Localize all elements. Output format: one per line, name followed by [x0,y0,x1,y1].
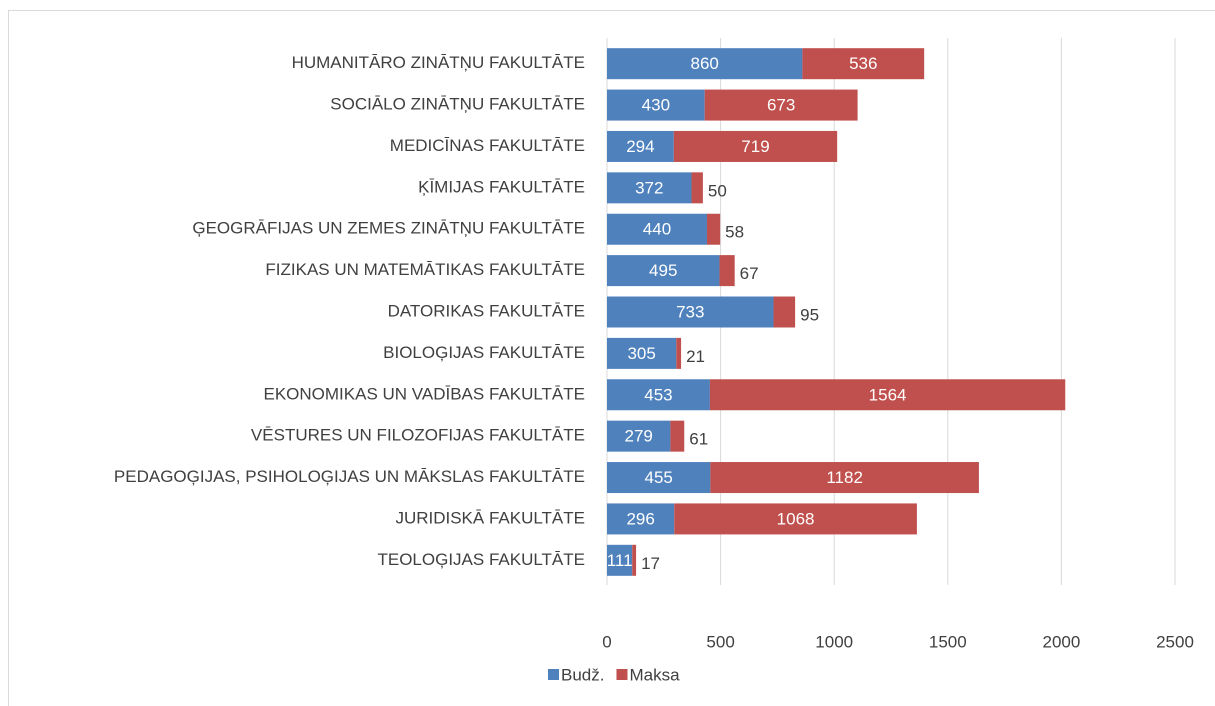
bar-segment [691,172,703,204]
bar-segment [704,89,858,121]
data-label: 95 [800,305,819,324]
data-label: 440 [643,220,671,239]
bar-segment [607,503,675,535]
data-label: 61 [689,430,708,449]
y-tick-label: EKONOMIKAS UN VADĪBAS FAKULTĀTE [264,384,586,403]
data-label: 673 [767,96,795,115]
x-tick-label: 1500 [929,632,967,651]
bar-segment [607,544,633,576]
bar-segment [632,544,637,576]
data-label: 733 [676,302,704,321]
data-label: 17 [641,554,660,573]
bar-segment [607,462,711,494]
bar-segment [607,89,705,121]
data-label: 1182 [826,468,863,487]
y-tick-label: SOCIĀLO ZINĀTŅU FAKULTĀTE [330,95,585,114]
data-label: 50 [708,181,727,200]
bar-segment [709,379,1066,411]
y-tick-label: JURIDISKĀ FAKULTĀTE [395,508,585,527]
bar-segment [607,255,720,287]
data-label: 495 [649,261,677,280]
bar-segment [607,213,707,245]
legend-swatch [616,669,628,680]
data-label: 58 [725,223,744,242]
data-label: 1068 [777,509,815,528]
bar-segment [670,420,685,452]
data-label: 860 [691,54,719,73]
y-tick-label: ĢEOGRĀFIJAS UN ZEMES ZINĀTŅU FAKULTĀTE [192,219,585,238]
data-label: 536 [849,54,877,73]
bar-segment [674,503,917,535]
y-tick-label: HUMANITĀRO ZINĀTŅU FAKULTĀTE [292,53,585,72]
data-label: 279 [625,427,653,446]
data-label: 111 [607,551,633,570]
x-tick-label: 500 [706,632,734,651]
data-label: 21 [686,347,705,366]
bar-segment [607,337,677,369]
bar-segment [773,296,796,328]
data-label: 430 [642,96,670,115]
x-tick-label: 0 [602,632,611,651]
y-tick-label: BIOLOĢIJAS FAKULTĀTE [383,343,585,362]
y-tick-label: MEDICĪNAS FAKULTĀTE [390,136,585,155]
data-label: 455 [645,468,673,487]
x-tick-label: 2000 [1042,632,1080,651]
chart-border [8,10,1215,706]
x-tick-label: 2500 [1156,632,1194,651]
data-label: 305 [627,344,655,363]
data-label: 453 [644,385,672,404]
data-label: 372 [635,178,663,197]
y-tick-label: FIZIKAS UN MATEMĀTIKAS FAKULTĀTE [265,260,585,279]
x-tick-label: 1000 [815,632,853,651]
y-tick-label: DATORIKAS FAKULTĀTE [388,301,585,320]
bar-segment [607,296,774,328]
bar-segment [607,48,803,80]
bar-segment [673,130,838,162]
bar-segment [607,420,671,452]
bar-segment [676,337,682,369]
legend-label: Maksa [629,665,680,684]
y-tick-label: ĶĪMIJAS FAKULTĀTE [418,177,585,196]
legend-swatch [548,669,559,680]
data-label: 296 [626,509,654,528]
data-label: 67 [740,264,759,283]
legend-label: Budž. [561,665,604,684]
bar-segment [607,130,674,162]
y-tick-label: PEDAGOĢIJAS, PSIHOLOĢIJAS UN MĀKSLAS FAK… [114,467,585,486]
data-label: 294 [626,137,654,156]
y-tick-label: VĒSTURES UN FILOZOFIJAS FAKULTĀTE [251,426,585,445]
bar-segment [607,172,692,204]
bar-segment [802,48,925,80]
bar-segment [719,255,735,287]
bar-segment [710,462,979,494]
data-label: 719 [741,137,769,156]
y-tick-label: TEOLOĢIJAS FAKULTĀTE [377,550,585,569]
data-label: 1564 [869,385,907,404]
bar-segment [607,379,710,411]
bar-segment [706,213,721,245]
